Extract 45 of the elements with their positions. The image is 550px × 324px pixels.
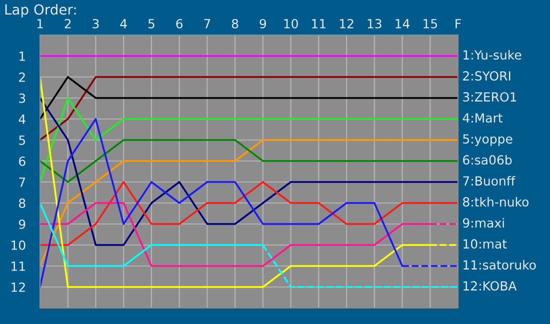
- x-tick-label: 12: [340, 18, 354, 28]
- x-tick-label: 4: [120, 19, 127, 28]
- y-tick-label: 9: [18, 219, 26, 229]
- x-tick-label: 2: [64, 18, 71, 28]
- line-series: [40, 97, 458, 246]
- y-tick-label: 7: [19, 178, 26, 187]
- series-label: 8:tkh-nuko: [463, 196, 529, 207]
- x-tick-label: 8: [232, 18, 238, 28]
- y-tick-label: 8: [19, 198, 26, 208]
- series-label: 2:SYORI: [463, 71, 510, 81]
- line-series: [40, 181, 458, 246]
- series-label: 12:KOBA: [464, 281, 517, 291]
- y-tick-label: 3: [19, 93, 26, 103]
- series-label: 4:Mart: [462, 113, 503, 123]
- x-tick-label: 6: [176, 18, 183, 28]
- y-tick-label: 10: [12, 240, 26, 250]
- x-tick-label: F: [456, 19, 461, 28]
- series-label: 6:sa06b: [463, 154, 512, 165]
- y-tick-label: 12: [12, 282, 25, 292]
- x-tick-label: 13: [368, 18, 382, 28]
- y-tick-label: 4: [18, 114, 26, 124]
- line-series: [40, 139, 458, 267]
- y-tick-label: 1: [20, 52, 25, 61]
- series-label: 10:mat: [464, 239, 507, 249]
- x-tick-label: 15: [424, 19, 437, 28]
- series-label: 11:satoruko: [464, 260, 536, 270]
- x-tick-label: 7: [204, 19, 210, 28]
- y-tick-label: 2: [19, 72, 25, 82]
- x-tick-label: 3: [92, 18, 99, 28]
- x-tick-label: 9: [260, 18, 266, 28]
- series-label: 7:Buonff: [463, 176, 516, 186]
- x-tick-label: 10: [284, 18, 298, 28]
- series-label: 5:yoppe: [463, 134, 512, 146]
- y-tick-label: 5: [19, 136, 26, 145]
- y-tick-label: 6: [19, 156, 26, 166]
- x-tick-label: 14: [396, 19, 410, 28]
- line-series: [40, 97, 458, 183]
- series-label: 3:ZERO1: [463, 92, 516, 102]
- x-tick-label: 1: [37, 19, 43, 28]
- chart-title: Lap Order:: [5, 4, 76, 18]
- y-tick-label: 11: [12, 262, 25, 271]
- series-label: 9:maxi: [462, 218, 504, 228]
- series-label: 1:Yu-suke: [464, 50, 522, 60]
- x-tick-label: 11: [312, 19, 326, 28]
- x-tick-label: 5: [148, 19, 154, 28]
